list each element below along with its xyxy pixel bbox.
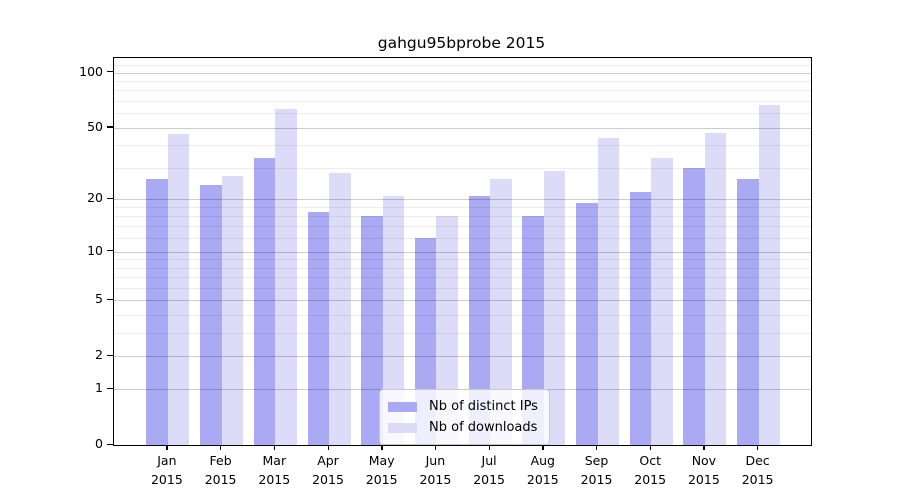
bar-sep-downloads — [597, 137, 619, 445]
x-tick-mark-oct — [649, 445, 652, 450]
x-tick-year: 2015 — [741, 472, 774, 487]
legend-label-distinct-ips: Nb of distinct IPs — [429, 399, 538, 414]
y-tick-mark-2 — [107, 354, 113, 357]
x-tick-label-jul: Jul 2015 — [459, 451, 519, 489]
bar-jun-downloads — [436, 216, 458, 445]
bar-apr-downloads — [329, 173, 351, 445]
legend-item-distinct-ips: Nb of distinct IPs — [388, 396, 538, 417]
y-tick-label-5: 5 — [95, 291, 103, 307]
x-tick-label-sep: Sep 2015 — [567, 451, 627, 489]
y-tick-label-10: 10 — [87, 242, 103, 258]
x-tick-label-jun: Jun 2015 — [405, 451, 465, 489]
bar-jan-downloads — [167, 134, 190, 445]
x-tick-mark-nov — [703, 445, 705, 450]
bar-mar-distinct-ips — [253, 158, 276, 445]
x-tick-label-jan: Jan 2015 — [137, 451, 197, 489]
bar-nov-distinct-ips — [683, 167, 705, 445]
y-tick-mark-10 — [107, 250, 113, 252]
x-tick-mark-jun — [434, 445, 437, 450]
x-tick-year: 2015 — [204, 472, 237, 487]
x-tick-mark-aug — [542, 445, 544, 450]
x-tick-label-may: May 2015 — [352, 451, 412, 489]
y-tick-label-1: 1 — [95, 380, 103, 396]
x-tick-month: Aug — [530, 453, 555, 468]
legend-swatch-downloads — [388, 422, 417, 433]
y-tick-mark-100 — [107, 71, 113, 73]
bar-mar-downloads — [275, 109, 297, 445]
bar-nov-downloads — [704, 132, 727, 445]
y-tick-label-20: 20 — [87, 190, 103, 206]
x-tick-label-apr: Apr 2015 — [298, 451, 358, 489]
bar-jul-distinct-ips — [468, 195, 491, 445]
bar-feb-downloads — [221, 176, 244, 445]
x-tick-mark-jul — [488, 445, 490, 450]
bar-apr-distinct-ips — [307, 211, 329, 445]
y-tick-label-2: 2 — [95, 347, 103, 363]
x-tick-label-feb: Feb 2015 — [191, 451, 251, 489]
x-tick-mark-feb — [220, 445, 222, 450]
legend-label-downloads: Nb of downloads — [429, 420, 538, 435]
x-tick-mark-mar — [273, 445, 276, 450]
x-tick-month: Dec — [745, 453, 770, 468]
bar-aug-downloads — [543, 170, 566, 445]
bars-layer — [114, 58, 811, 445]
x-tick-month: Jun — [425, 453, 446, 468]
x-tick-month: May — [368, 453, 395, 468]
bar-may-distinct-ips — [361, 216, 383, 445]
x-tick-month: Oct — [639, 453, 661, 468]
bar-dec-distinct-ips — [737, 179, 759, 445]
x-tick-year: 2015 — [312, 472, 344, 487]
x-tick-year: 2015 — [365, 472, 398, 487]
x-tick-label-aug: Aug 2015 — [513, 451, 573, 489]
x-tick-month: Apr — [317, 453, 339, 468]
x-tick-month: Jan — [157, 453, 177, 468]
bar-jul-downloads — [490, 179, 512, 445]
y-tick-label-0: 0 — [95, 436, 103, 451]
x-tick-year: 2015 — [634, 472, 667, 487]
x-tick-year: 2015 — [687, 472, 720, 487]
bar-sep-distinct-ips — [576, 203, 598, 445]
bar-feb-distinct-ips — [200, 185, 222, 445]
legend: Nb of distinct IPs Nb of downloads — [379, 389, 550, 445]
x-tick-label-oct: Oct 2015 — [620, 451, 680, 489]
x-tick-month: Jul — [481, 453, 497, 468]
bar-oct-downloads — [651, 158, 673, 445]
x-tick-year: 2015 — [258, 472, 291, 487]
y-tick-label-100: 100 — [79, 63, 103, 79]
y-tick-mark-0 — [107, 443, 113, 445]
x-tick-year: 2015 — [580, 472, 613, 487]
x-tick-month: Feb — [209, 453, 232, 468]
y-tick-mark-1 — [107, 387, 113, 389]
x-tick-year: 2015 — [419, 472, 452, 487]
x-tick-mark-sep — [596, 445, 598, 450]
legend-swatch-distinct-ips — [388, 401, 417, 412]
x-tick-label-mar: Mar 2015 — [244, 451, 304, 489]
x-tick-month: Mar — [262, 453, 287, 468]
plot-area: Nb of distinct IPs Nb of downloads — [113, 57, 812, 446]
x-tick-month: Nov — [691, 453, 717, 468]
x-tick-label-dec: Dec 2015 — [728, 451, 788, 489]
y-tick-mark-5 — [107, 298, 113, 301]
bar-oct-distinct-ips — [629, 191, 652, 445]
chart-title: gahgu95bprobe 2015 — [377, 34, 546, 52]
bar-aug-distinct-ips — [522, 216, 544, 445]
bar-jan-distinct-ips — [146, 179, 168, 445]
x-tick-mark-jan — [166, 445, 168, 450]
x-tick-month: Sep — [584, 453, 609, 468]
x-tick-mark-dec — [757, 445, 759, 450]
bar-may-downloads — [382, 195, 405, 445]
bar-dec-downloads — [758, 104, 781, 445]
x-tick-year: 2015 — [526, 472, 559, 487]
y-tick-mark-50 — [107, 126, 113, 128]
x-tick-label-nov: Nov 2015 — [674, 451, 734, 489]
x-tick-mark-may — [381, 445, 383, 450]
legend-item-downloads: Nb of downloads — [388, 417, 538, 438]
y-tick-mark-20 — [107, 197, 113, 200]
x-tick-mark-apr — [327, 445, 329, 450]
y-tick-label-50: 50 — [87, 118, 103, 134]
x-tick-year: 2015 — [473, 472, 505, 487]
x-tick-year: 2015 — [150, 472, 183, 487]
